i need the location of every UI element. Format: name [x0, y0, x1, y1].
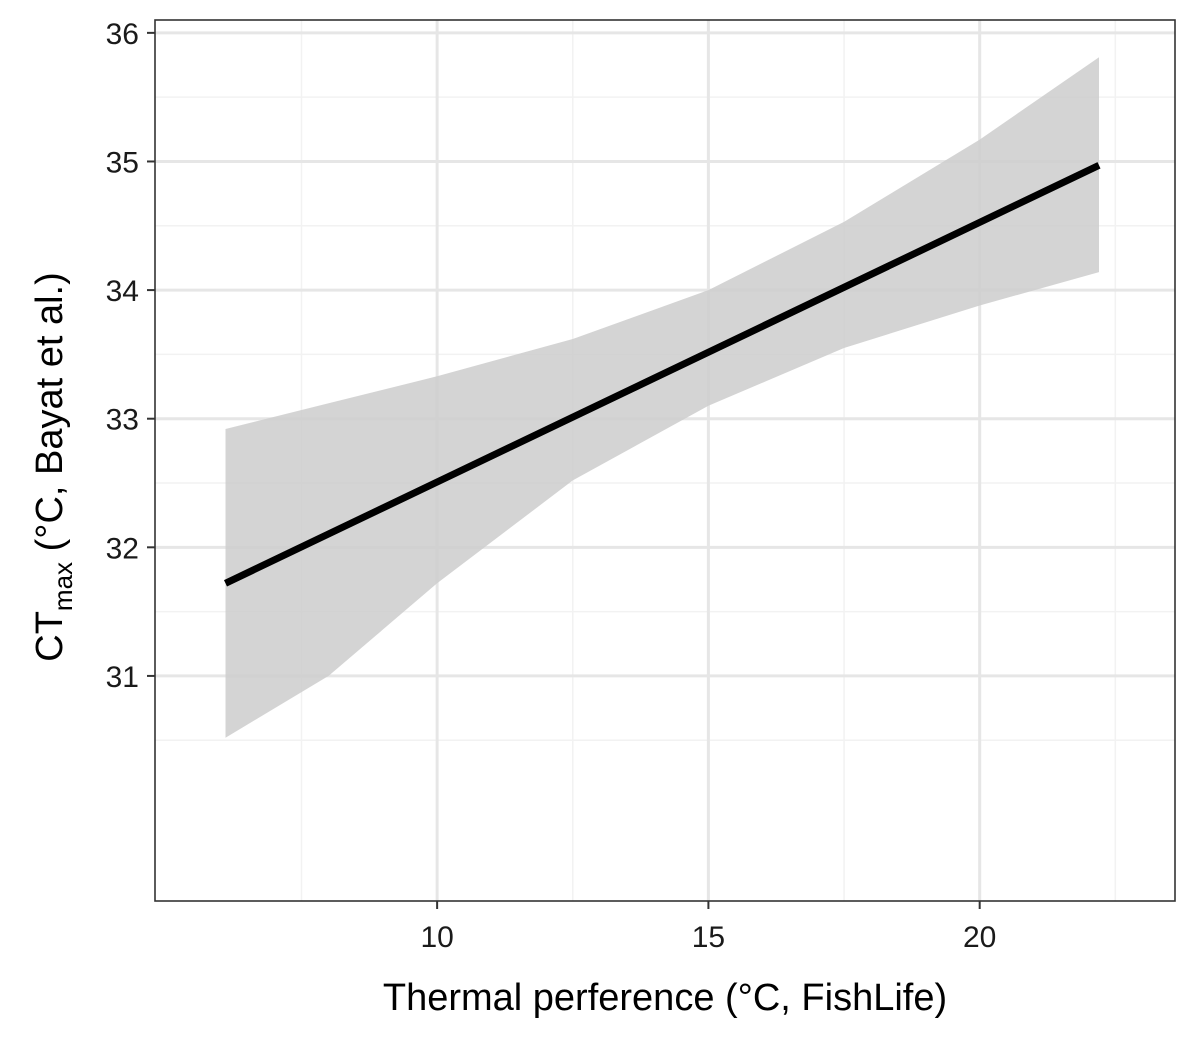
y-tick-label: 34 — [106, 275, 139, 308]
y-tick-label: 31 — [106, 661, 139, 694]
regression-line — [223, 162, 1101, 587]
x-tick-label: 20 — [963, 921, 996, 954]
y-tick-label: 32 — [106, 532, 139, 565]
confidence-band-layer — [225, 57, 1099, 738]
x-tick-label: 15 — [692, 921, 725, 954]
x-tick-label: 10 — [420, 921, 453, 954]
y-axis-title-prefix: CT — [29, 611, 71, 662]
y-tick-label: 36 — [106, 18, 139, 51]
y-tick-label: 33 — [106, 404, 139, 437]
regression-line-layer — [223, 162, 1101, 587]
y-axis-title-subscript: max — [48, 562, 78, 611]
y-axis: 31 32 33 34 35 36 — [106, 18, 155, 694]
y-tick-label: 35 — [106, 146, 139, 179]
y-axis-title: CTmax (°C, Bayat et al.) — [29, 272, 78, 662]
y-axis-title-suffix: (°C, Bayat et al.) — [29, 272, 71, 562]
x-axis-title: Thermal perference (°C, FishLife) — [383, 977, 947, 1019]
confidence-band — [225, 57, 1099, 738]
panel-border — [154, 19, 1176, 902]
x-axis: 10 15 20 — [420, 901, 996, 954]
